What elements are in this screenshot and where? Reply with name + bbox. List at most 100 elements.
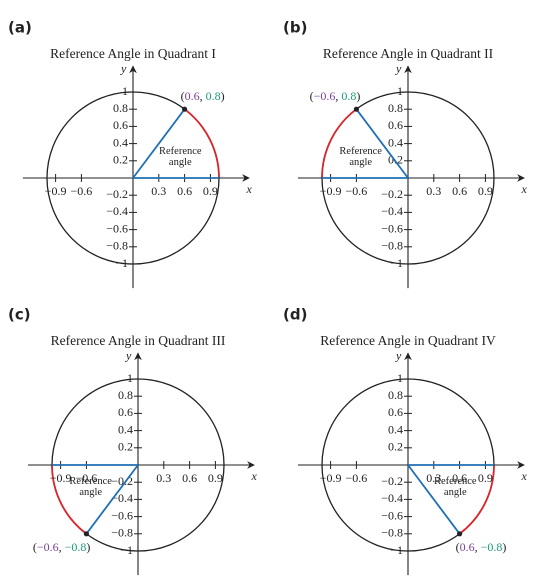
terminal-side (85, 464, 139, 535)
point-label-part: ( (310, 89, 314, 103)
panel: (b)Reference Angle in Quadrant IIxy−0.9−… (283, 19, 528, 289)
panel-title: Reference Angle in Quadrant III (51, 333, 226, 348)
x-tick-label: 0.9 (208, 471, 223, 485)
point-label-part: 0.6 (185, 89, 200, 103)
point-label: (0.6, −0.8) (456, 540, 507, 554)
x-tick-label: 0.9 (478, 184, 493, 198)
y-tick-label: 0.2 (388, 440, 403, 454)
point-label-part: , (475, 540, 481, 554)
x-tick-label: −0.9 (45, 184, 67, 198)
angle-label: Reference (434, 476, 477, 487)
x-tick-label: 0.6 (452, 184, 467, 198)
angle-label: angle (444, 487, 467, 498)
x-tick-label: 0.6 (452, 471, 467, 485)
y-tick-label: 0.2 (113, 153, 128, 167)
angle-label: Reference (159, 146, 202, 157)
point-label: (−0.6, −0.8) (33, 540, 91, 554)
x-tick-label: 0.3 (151, 184, 166, 198)
x-tick-label: 0.9 (478, 471, 493, 485)
reference-arc (184, 108, 220, 179)
y-tick-label: −1 (390, 256, 403, 270)
x-tick-label: −0.6 (71, 184, 93, 198)
terminal-side (407, 464, 461, 535)
point-label-part: 0.8 (206, 89, 221, 103)
y-tick-label: 0.8 (113, 101, 128, 115)
y-axis-label: y (120, 61, 127, 75)
x-axis-label: x (521, 469, 528, 483)
x-tick-label: 0.6 (182, 471, 197, 485)
x-axis-label: x (246, 182, 253, 196)
x-tick-label: −0.6 (346, 471, 368, 485)
point-label-part: −0.8 (481, 540, 503, 554)
point-label-part: , (59, 540, 65, 554)
y-tick-label: 1 (397, 84, 403, 98)
x-tick-label: −0.9 (320, 184, 342, 198)
panel: (a) Reference Angle in Quadrant I x y −0.9 −0… (8, 19, 253, 289)
point-label-part: 0.6 (460, 540, 475, 554)
reference-arc (321, 108, 357, 179)
panel-letter: (a) (8, 19, 32, 37)
y-tick-label: 0.6 (388, 118, 403, 132)
point (83, 531, 89, 537)
angle-label: angle (169, 157, 192, 168)
y-tick-label: −0.6 (381, 221, 403, 235)
y-tick-label: −0.6 (106, 221, 128, 235)
y-tick-label: −0.2 (381, 187, 403, 201)
panel-title: Reference Angle in Quadrant IV (320, 333, 496, 348)
y-tick-label: −0.8 (381, 526, 403, 540)
reference-arc (459, 464, 495, 535)
terminal-side (132, 108, 186, 179)
y-tick-label: 0.4 (118, 422, 133, 436)
y-tick-label: −0.4 (381, 204, 403, 218)
y-axis-label: y (395, 61, 402, 75)
y-tick-label: −0.8 (111, 526, 133, 540)
y-tick-label: −0.6 (381, 508, 403, 522)
point (182, 106, 188, 112)
point-label-part: ) (502, 540, 506, 554)
panel-letter: (b) (283, 19, 307, 37)
y-tick-label: −0.4 (381, 491, 403, 505)
point-label-part: −0.8 (65, 540, 87, 554)
x-tick-label: −0.9 (320, 471, 342, 485)
point-label-part: ( (33, 540, 37, 554)
y-tick-label: 1 (397, 371, 403, 385)
y-tick-label: 0.8 (388, 101, 403, 115)
y-tick-label: 0.4 (388, 135, 403, 149)
panel: (c) Reference Angle in Quadrant III x y −0.9… (8, 306, 258, 576)
y-tick-label: −0.2 (106, 187, 128, 201)
angle-label: Reference (339, 146, 382, 157)
y-tick-label: −0.2 (381, 474, 403, 488)
panel-title: Reference Angle in Quadrant II (323, 46, 494, 61)
point (457, 531, 463, 537)
y-tick-label: 0.6 (113, 118, 128, 132)
x-tick-label: 0.3 (426, 471, 441, 485)
point-label-part: 0.8 (341, 89, 356, 103)
y-tick-label: 1 (127, 371, 133, 385)
point-label-part: , (200, 89, 206, 103)
y-tick-label: −0.6 (111, 508, 133, 522)
y-tick-label: 0.8 (118, 388, 133, 402)
angle-label: Reference (69, 476, 112, 487)
y-tick-label: −0.4 (111, 491, 133, 505)
x-tick-label: 0.3 (426, 184, 441, 198)
point-label-part: −0.6 (314, 89, 336, 103)
point-label-part: ) (86, 540, 90, 554)
y-tick-label: 0.6 (118, 405, 133, 419)
panel-letter: (c) (8, 306, 31, 324)
point-label-part: ) (221, 89, 225, 103)
x-tick-label: 0.6 (177, 184, 192, 198)
y-axis-label: y (395, 348, 402, 362)
point-label-part: −0.6 (37, 540, 59, 554)
y-tick-label: −1 (390, 543, 403, 557)
y-tick-label: −0.8 (381, 239, 403, 253)
y-tick-label: −0.8 (106, 239, 128, 253)
y-tick-label: 0.6 (388, 405, 403, 419)
y-tick-label: 0.2 (118, 440, 133, 454)
y-tick-label: −0.4 (106, 204, 128, 218)
panel-title: Reference Angle in Quadrant I (50, 46, 216, 61)
point (353, 106, 359, 112)
x-axis-label: x (521, 182, 528, 196)
y-tick-label: 0.4 (113, 135, 128, 149)
x-tick-label: −0.6 (346, 184, 368, 198)
y-tick-label: 0.8 (388, 388, 403, 402)
